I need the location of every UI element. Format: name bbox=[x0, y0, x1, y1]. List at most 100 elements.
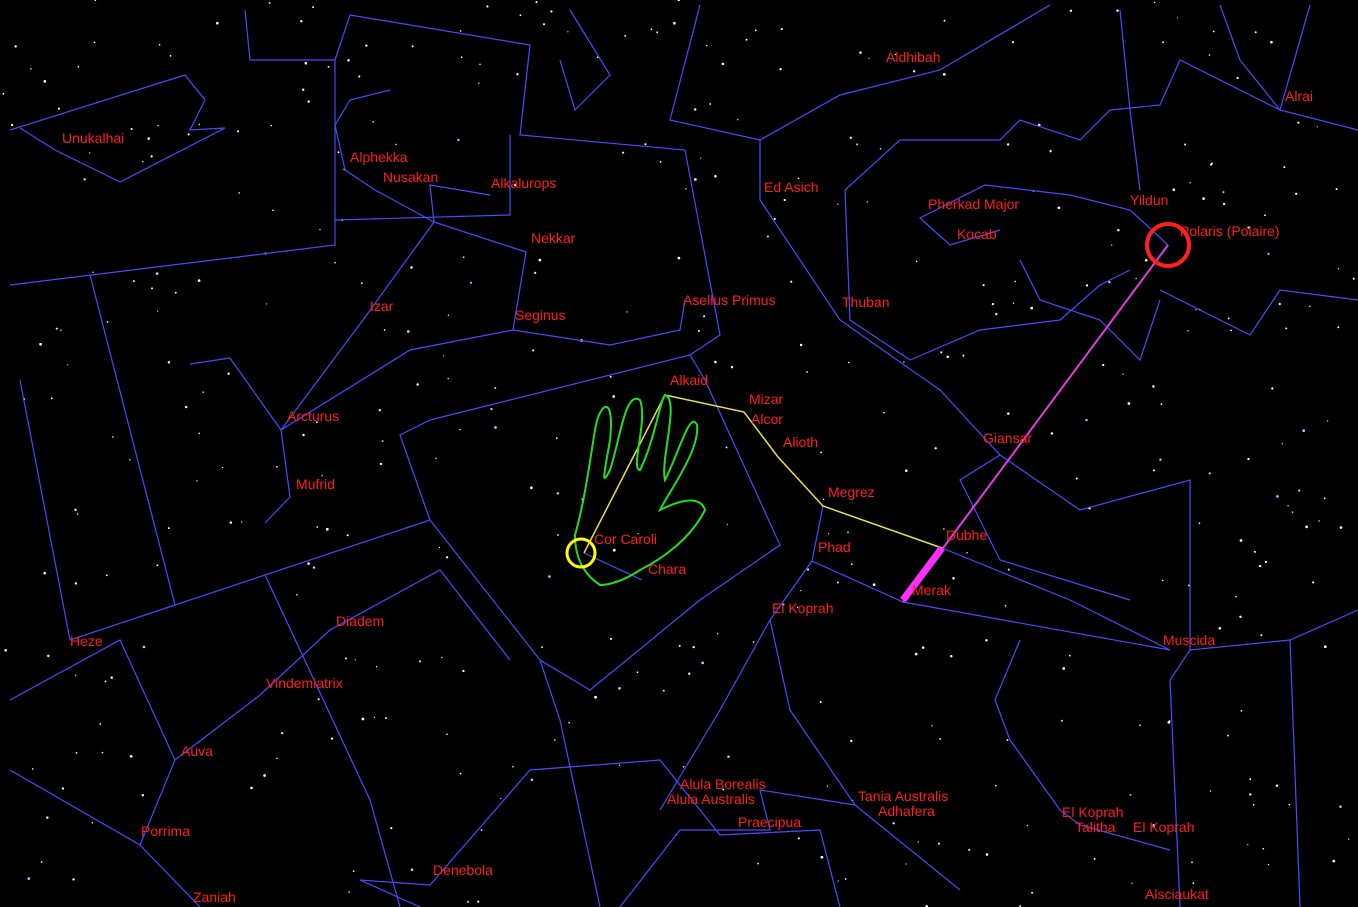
star-label: Giansar bbox=[983, 430, 1032, 446]
star bbox=[1070, 10, 1072, 12]
star bbox=[412, 45, 414, 47]
star-label: Praecipua bbox=[738, 814, 801, 830]
star bbox=[806, 371, 808, 373]
star bbox=[943, 528, 945, 530]
star bbox=[995, 313, 997, 315]
star bbox=[779, 68, 781, 70]
star bbox=[1348, 838, 1349, 839]
star bbox=[353, 870, 355, 872]
star bbox=[1128, 402, 1131, 405]
star-label: El Koprah bbox=[1062, 804, 1123, 820]
star bbox=[938, 843, 940, 845]
star bbox=[1069, 655, 1071, 657]
star bbox=[11, 124, 13, 126]
star bbox=[624, 35, 626, 37]
star bbox=[848, 362, 850, 364]
star bbox=[460, 773, 462, 775]
star bbox=[1135, 278, 1137, 280]
star bbox=[459, 429, 460, 430]
star bbox=[435, 457, 437, 459]
star bbox=[867, 201, 868, 202]
star bbox=[823, 499, 824, 500]
star bbox=[1012, 41, 1014, 43]
star bbox=[84, 178, 86, 180]
star bbox=[944, 20, 946, 22]
star bbox=[361, 282, 363, 284]
star bbox=[1005, 605, 1007, 607]
star bbox=[673, 22, 676, 25]
star bbox=[1172, 188, 1175, 191]
star bbox=[156, 564, 158, 566]
star-label: Denebola bbox=[433, 862, 493, 878]
star bbox=[868, 58, 869, 59]
star bbox=[411, 868, 414, 871]
star bbox=[151, 287, 153, 289]
star bbox=[43, 572, 46, 575]
star bbox=[222, 467, 223, 468]
star bbox=[1267, 253, 1269, 255]
star bbox=[1309, 305, 1311, 307]
star bbox=[660, 161, 662, 163]
star bbox=[1187, 330, 1188, 331]
star bbox=[56, 328, 58, 330]
star bbox=[380, 463, 382, 465]
star bbox=[407, 330, 410, 333]
star bbox=[446, 733, 448, 735]
star bbox=[47, 655, 49, 657]
star bbox=[568, 722, 570, 724]
star-label: Phad bbox=[818, 539, 851, 555]
star bbox=[717, 633, 718, 634]
star bbox=[305, 62, 308, 65]
star bbox=[1030, 307, 1033, 310]
star bbox=[637, 671, 639, 673]
star bbox=[548, 575, 551, 578]
star bbox=[1076, 478, 1078, 480]
star bbox=[89, 152, 90, 153]
star bbox=[358, 75, 360, 77]
star bbox=[1324, 645, 1327, 648]
star bbox=[683, 766, 685, 768]
star-label: Izar bbox=[370, 298, 394, 314]
star-label: Auva bbox=[181, 743, 213, 759]
star bbox=[60, 330, 61, 331]
star bbox=[845, 878, 847, 880]
star bbox=[185, 406, 187, 408]
star bbox=[372, 121, 374, 123]
star-label: Alula Borealis bbox=[680, 776, 766, 792]
star bbox=[478, 83, 479, 84]
star bbox=[271, 125, 273, 127]
star bbox=[626, 311, 628, 313]
star bbox=[1289, 804, 1291, 806]
star bbox=[567, 31, 568, 32]
star bbox=[32, 768, 34, 770]
star bbox=[706, 45, 708, 47]
star-label: Unukalhai bbox=[62, 130, 124, 146]
star bbox=[334, 262, 336, 264]
star bbox=[461, 56, 463, 58]
star bbox=[821, 856, 824, 859]
star bbox=[4, 649, 7, 652]
star bbox=[365, 44, 367, 46]
star-label: Alkalurops bbox=[491, 175, 556, 191]
star bbox=[1295, 193, 1297, 195]
star bbox=[1338, 268, 1339, 269]
star-label: Alphekka bbox=[350, 149, 408, 165]
star bbox=[376, 666, 377, 667]
star bbox=[441, 657, 442, 658]
star bbox=[731, 366, 733, 368]
star-label: Alrai bbox=[1285, 88, 1313, 104]
star bbox=[557, 534, 559, 536]
star bbox=[1339, 805, 1342, 808]
star bbox=[1162, 41, 1164, 43]
star bbox=[651, 28, 653, 30]
star bbox=[685, 188, 687, 190]
star bbox=[727, 756, 730, 759]
star-label: Heze bbox=[70, 633, 103, 649]
star bbox=[27, 877, 30, 880]
star bbox=[966, 552, 968, 554]
star-label: Pherkad Major bbox=[928, 196, 1019, 212]
star bbox=[307, 562, 310, 565]
star bbox=[78, 66, 80, 68]
star bbox=[946, 356, 949, 359]
star bbox=[1130, 794, 1132, 796]
